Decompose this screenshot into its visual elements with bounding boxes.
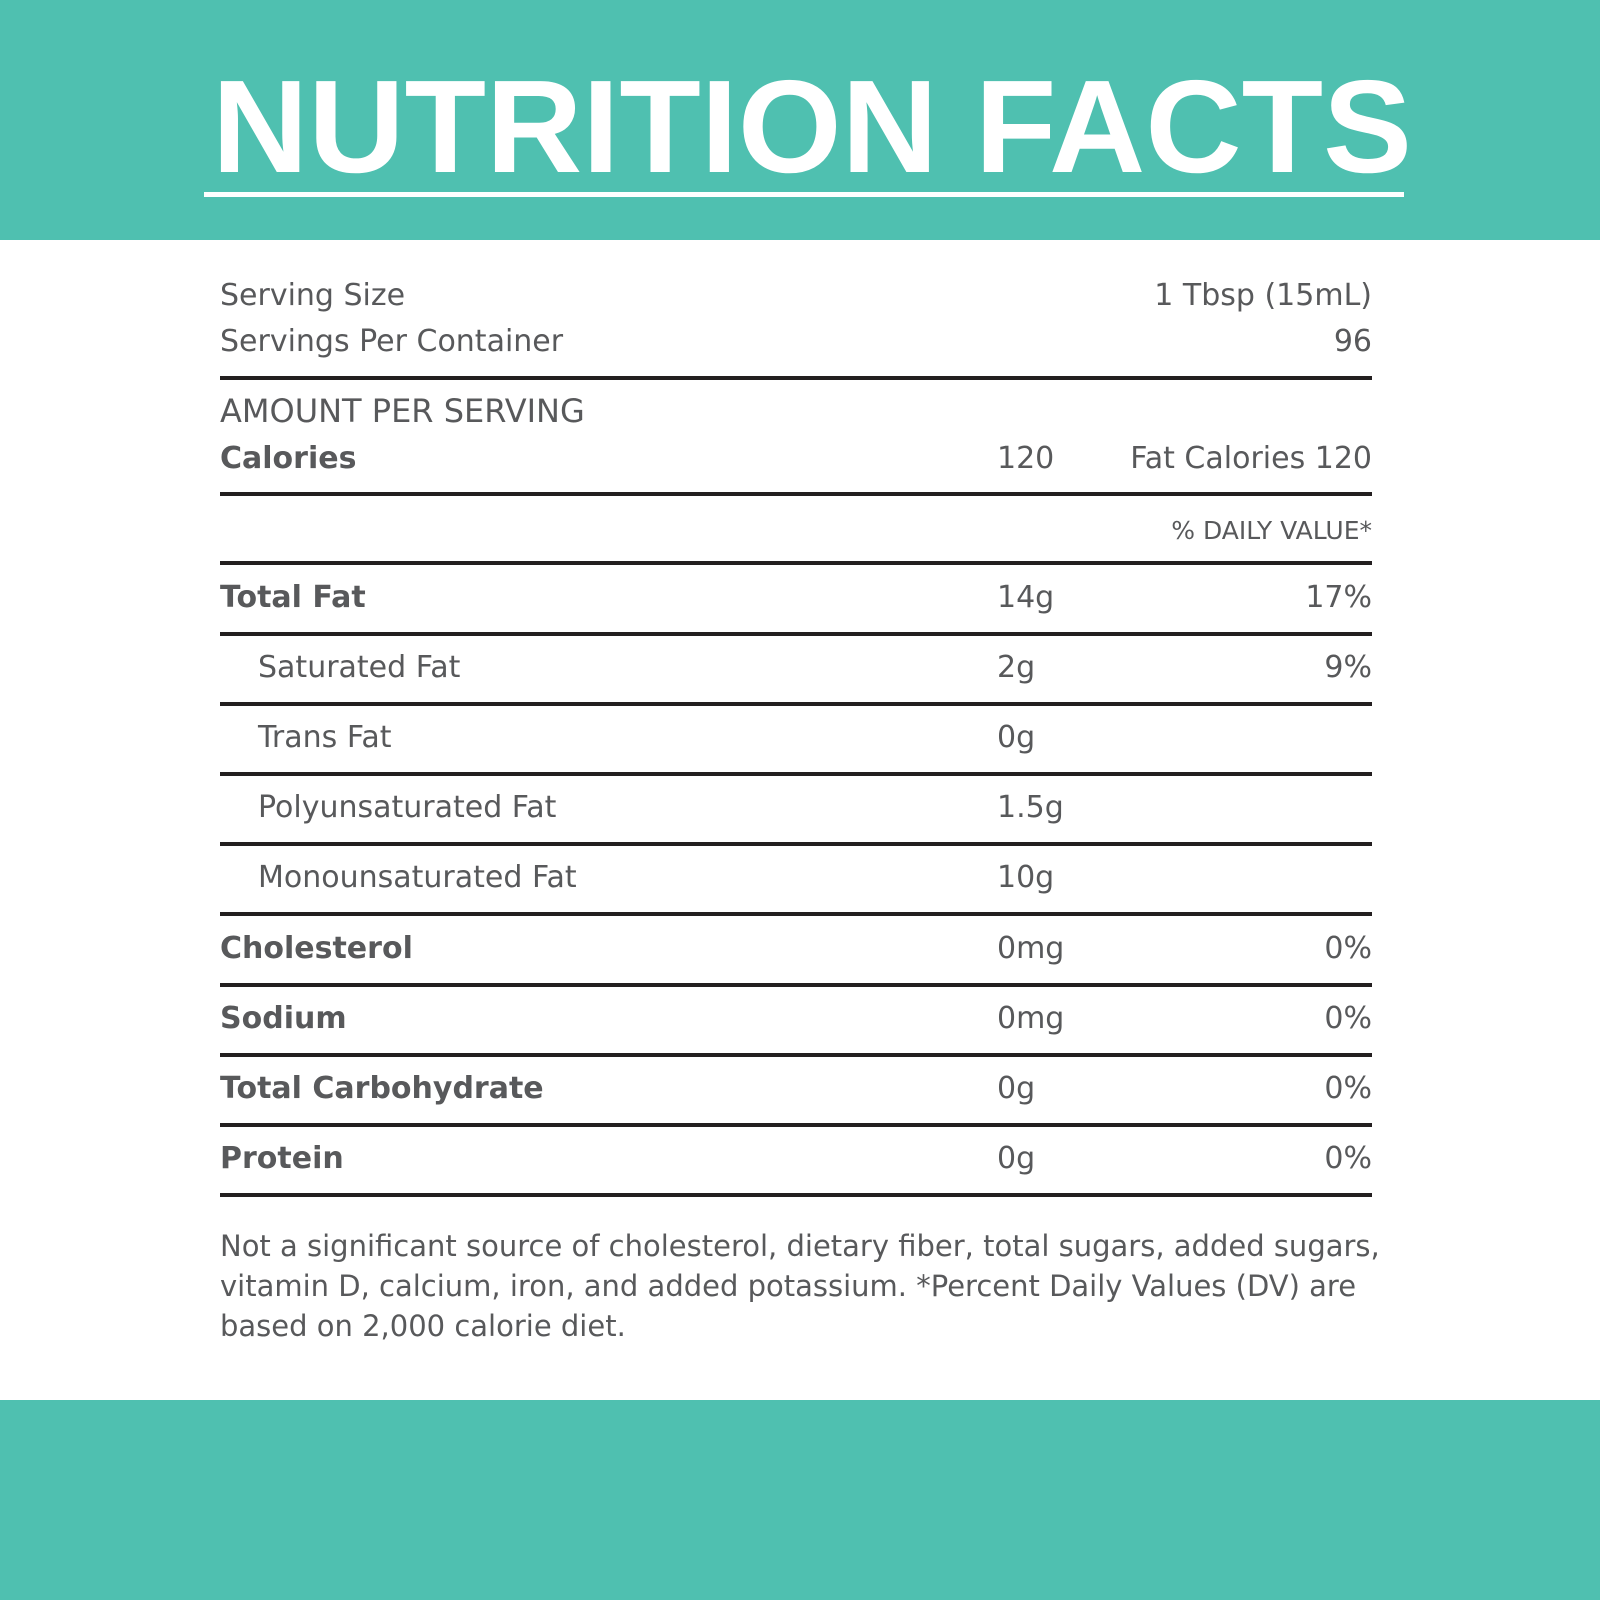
row-label: Total Carbohydrate <box>220 1070 544 1106</box>
row-daily-value: 0% <box>1324 930 1372 966</box>
daily-value-header: % DAILY VALUE* <box>1171 516 1372 545</box>
title-underline <box>204 192 1404 197</box>
fat-calories: Fat Calories 120 <box>1130 441 1372 476</box>
serving-size-label: Serving Size <box>220 278 406 313</box>
rule <box>220 842 1372 847</box>
top-band <box>0 0 1600 240</box>
row-label: Protein <box>220 1140 344 1176</box>
rule <box>220 1122 1372 1127</box>
row-amount: 0g <box>997 1140 1036 1176</box>
rule <box>220 376 1372 380</box>
rule <box>220 1192 1372 1197</box>
row-amount: 14g <box>997 580 1055 615</box>
rule <box>220 702 1372 707</box>
rule <box>220 632 1372 636</box>
row-amount: 0mg <box>997 1000 1065 1036</box>
row-amount: 0g <box>997 720 1036 756</box>
row-amount: 0g <box>997 1070 1036 1106</box>
row-amount: 1.5g <box>997 790 1064 826</box>
row-label: Sodium <box>220 1000 347 1036</box>
row-label: Monounsaturated Fat <box>258 860 577 896</box>
row-label: Polyunsaturated Fat <box>258 790 557 826</box>
row-label: Saturated Fat <box>258 650 461 686</box>
row-label: Trans Fat <box>258 720 392 756</box>
footnote: Not a significant source of cholesterol,… <box>220 1229 1380 1343</box>
rule <box>220 492 1372 496</box>
title-area: NUTRITION FACTS <box>204 53 1412 200</box>
title: NUTRITION FACTS <box>212 53 1412 200</box>
row-daily-value: 0% <box>1324 1000 1372 1036</box>
row-label: Total Fat <box>220 580 366 615</box>
rule <box>220 912 1372 917</box>
rule <box>220 982 1372 987</box>
bottom-band <box>0 1400 1600 1600</box>
calories-label: Calories <box>220 441 357 476</box>
row-daily-value: 17% <box>1305 580 1372 615</box>
rule <box>220 772 1372 777</box>
servings: 96 <box>1333 324 1372 359</box>
rule <box>220 561 1372 565</box>
calories-value: 120 <box>997 441 1055 476</box>
row-daily-value: 0% <box>1324 1140 1372 1176</box>
serving-size: 1 Tbsp (15mL) <box>1154 278 1372 313</box>
rule <box>220 1052 1372 1057</box>
row-label: Cholesterol <box>220 930 413 966</box>
row-daily-value: 9% <box>1324 650 1372 686</box>
row-amount: 0mg <box>997 930 1065 966</box>
row-daily-value: 0% <box>1324 1070 1372 1106</box>
servings-label: Servings Per Container <box>220 324 564 359</box>
row-amount: 2g <box>997 650 1036 686</box>
row-amount: 10g <box>997 860 1055 896</box>
amount-header: AMOUNT PER SERVING <box>220 392 585 430</box>
